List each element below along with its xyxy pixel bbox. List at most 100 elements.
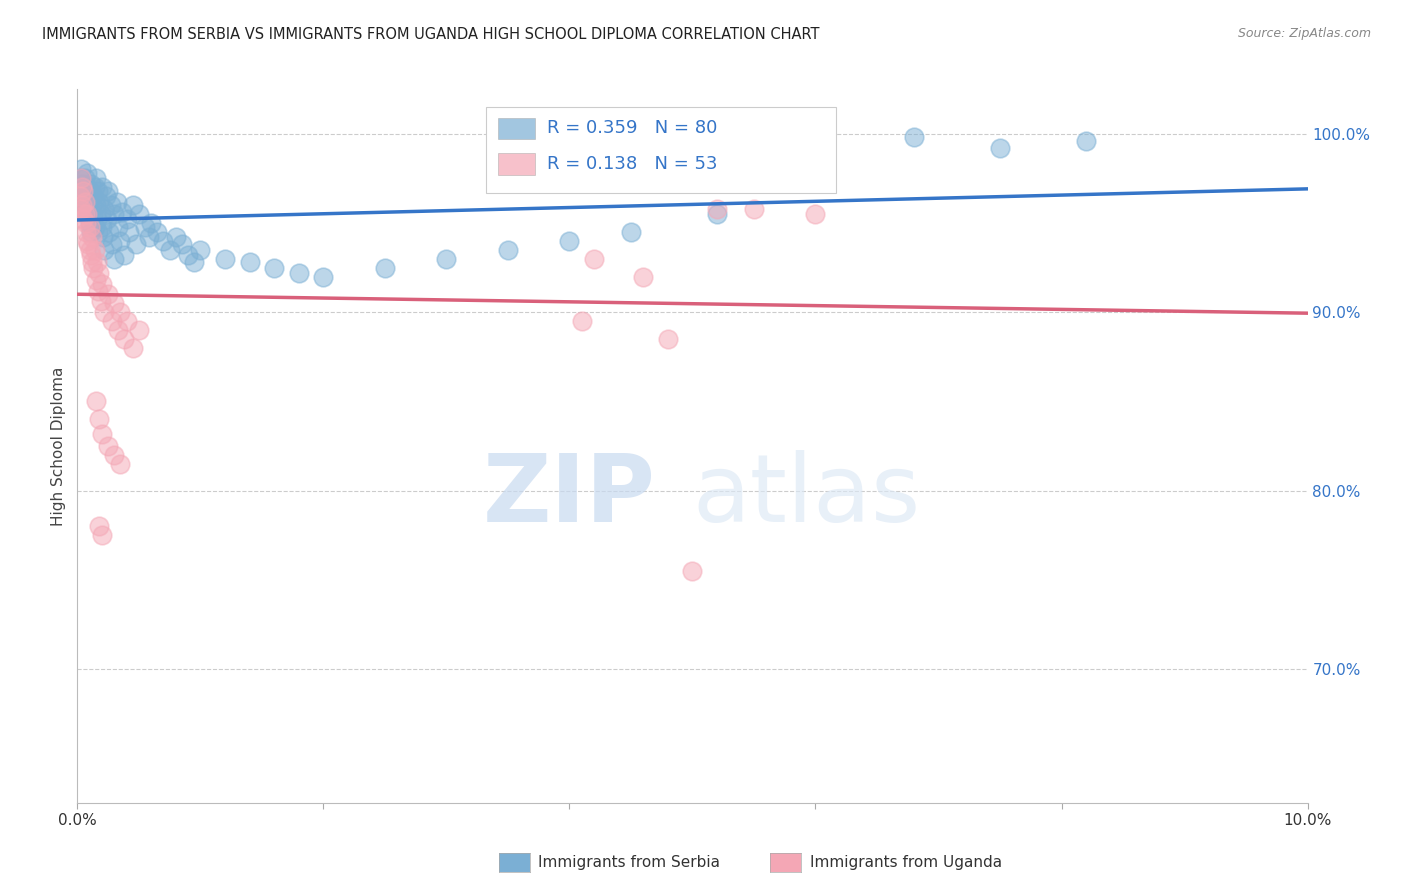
Point	[79, 184, 101, 198]
Point	[80, 177, 103, 191]
Text: R = 0.138   N = 53: R = 0.138 N = 53	[547, 155, 718, 173]
Point	[103, 296, 125, 310]
Point	[73, 194, 96, 209]
Point	[100, 198, 122, 212]
Point	[77, 194, 100, 209]
Point	[214, 252, 236, 266]
Point	[706, 207, 728, 221]
Text: R = 0.359   N = 80: R = 0.359 N = 80	[547, 120, 717, 137]
Point	[86, 212, 108, 227]
Point	[128, 207, 150, 221]
Point	[89, 194, 111, 209]
Point	[72, 198, 94, 212]
Point	[103, 252, 125, 266]
FancyBboxPatch shape	[486, 107, 837, 193]
Point	[84, 273, 107, 287]
Point	[804, 171, 827, 186]
Point	[558, 234, 581, 248]
Point	[496, 243, 519, 257]
Point	[70, 202, 93, 216]
Point	[239, 255, 262, 269]
Point	[75, 202, 97, 216]
Point	[90, 294, 112, 309]
Point	[82, 255, 104, 269]
Point	[79, 219, 101, 234]
Point	[90, 207, 112, 221]
Point	[70, 171, 93, 186]
Point	[80, 225, 103, 239]
Point	[72, 184, 94, 198]
Point	[89, 412, 111, 426]
Point	[90, 180, 114, 194]
FancyBboxPatch shape	[498, 153, 536, 175]
Point	[76, 207, 98, 221]
Point	[183, 255, 205, 269]
Point	[79, 243, 101, 257]
Point	[177, 248, 200, 262]
Point	[75, 225, 97, 239]
Point	[583, 252, 606, 266]
Point	[742, 202, 765, 216]
Point	[903, 130, 925, 145]
Point	[72, 184, 94, 198]
Point	[107, 323, 129, 337]
Point	[103, 448, 125, 462]
Point	[82, 260, 104, 275]
Point	[70, 171, 93, 186]
Text: Immigrants from Uganda: Immigrants from Uganda	[810, 855, 1002, 870]
Point	[70, 180, 93, 194]
Point	[77, 207, 100, 221]
Point	[73, 171, 96, 186]
Point	[288, 266, 311, 280]
Point	[103, 207, 125, 221]
Point	[70, 177, 93, 191]
Point	[110, 305, 132, 319]
Point	[89, 519, 111, 533]
Point	[70, 198, 93, 212]
Point	[110, 234, 132, 248]
Point	[86, 255, 108, 269]
Point	[82, 198, 104, 212]
Y-axis label: High School Diploma: High School Diploma	[51, 367, 66, 525]
Point	[138, 230, 160, 244]
Point	[571, 314, 593, 328]
Point	[263, 260, 285, 275]
Point	[83, 180, 105, 194]
Point	[101, 237, 124, 252]
Point	[73, 207, 96, 221]
Point	[70, 162, 93, 177]
Point	[93, 243, 115, 257]
Point	[97, 184, 120, 198]
Point	[87, 225, 110, 239]
Point	[121, 198, 143, 212]
Point	[70, 189, 93, 203]
Point	[115, 212, 138, 227]
Point	[91, 230, 114, 244]
Point	[93, 202, 115, 216]
Point	[112, 248, 135, 262]
Point	[170, 237, 193, 252]
Text: Immigrants from Serbia: Immigrants from Serbia	[538, 855, 720, 870]
Point	[69, 180, 91, 194]
Point	[121, 341, 143, 355]
Point	[128, 323, 150, 337]
Point	[118, 225, 141, 239]
Point	[1076, 134, 1098, 148]
Point	[988, 141, 1011, 155]
Point	[76, 189, 98, 203]
Point	[96, 212, 118, 227]
Point	[107, 219, 129, 234]
Point	[98, 225, 121, 239]
Point	[159, 243, 181, 257]
Point	[90, 277, 114, 291]
Point	[146, 225, 169, 239]
Point	[105, 194, 128, 209]
Text: ZIP: ZIP	[482, 450, 655, 542]
Point	[112, 332, 135, 346]
Point	[111, 205, 132, 219]
Point	[101, 314, 124, 328]
Point	[82, 189, 104, 203]
Point	[84, 171, 107, 186]
Point	[69, 189, 91, 203]
Point	[110, 457, 132, 471]
